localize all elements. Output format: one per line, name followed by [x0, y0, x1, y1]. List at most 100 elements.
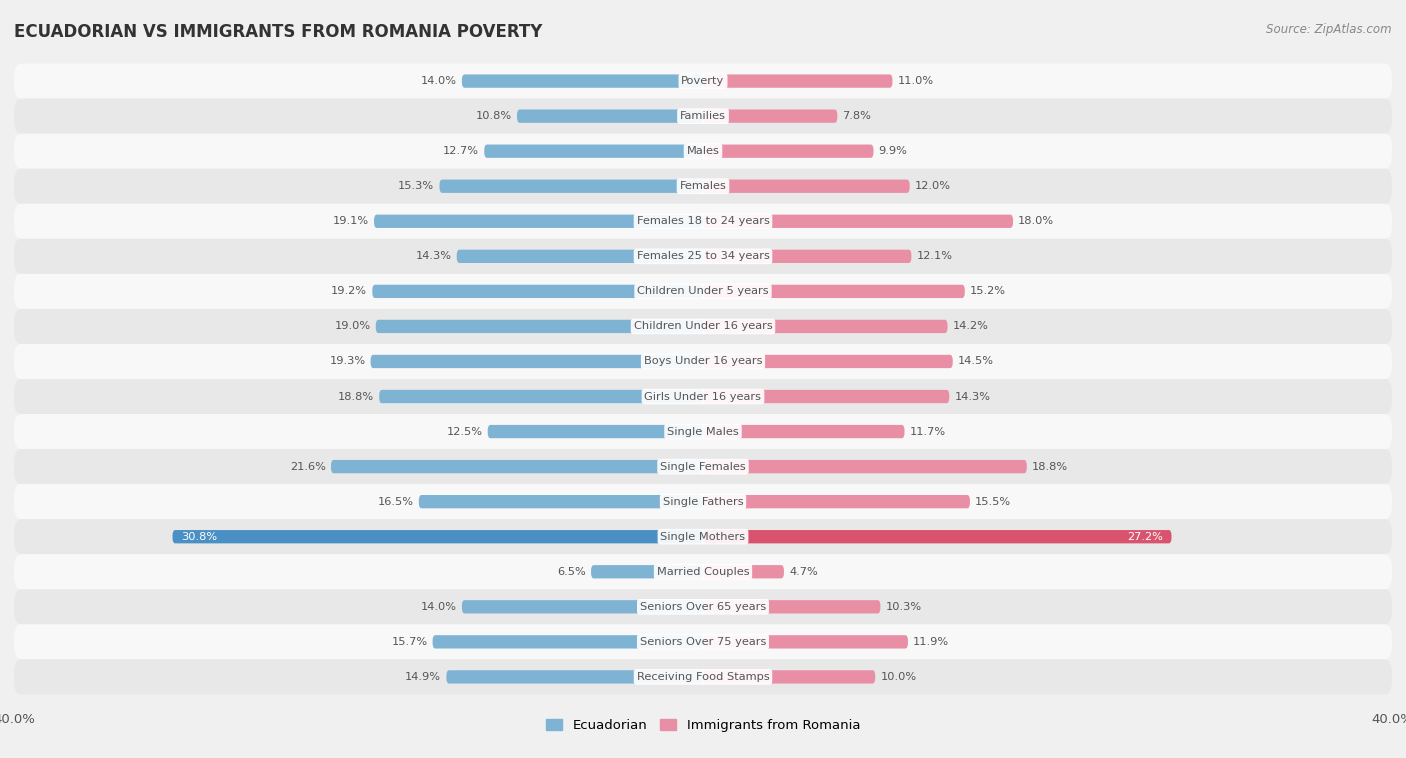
Text: 18.8%: 18.8% [337, 392, 374, 402]
Text: Single Males: Single Males [666, 427, 740, 437]
FancyBboxPatch shape [14, 169, 1392, 204]
FancyBboxPatch shape [488, 425, 703, 438]
FancyBboxPatch shape [14, 309, 1392, 344]
FancyBboxPatch shape [703, 109, 838, 123]
FancyBboxPatch shape [14, 625, 1392, 659]
Text: 11.0%: 11.0% [897, 76, 934, 86]
FancyBboxPatch shape [373, 285, 703, 298]
Text: Males: Males [686, 146, 720, 156]
FancyBboxPatch shape [703, 74, 893, 88]
FancyBboxPatch shape [461, 74, 703, 88]
FancyBboxPatch shape [703, 215, 1012, 228]
FancyBboxPatch shape [14, 519, 1392, 554]
Text: Females: Females [679, 181, 727, 191]
FancyBboxPatch shape [371, 355, 703, 368]
FancyBboxPatch shape [14, 133, 1392, 169]
FancyBboxPatch shape [703, 530, 1171, 543]
FancyBboxPatch shape [14, 274, 1392, 309]
Text: 14.2%: 14.2% [953, 321, 988, 331]
Text: Single Fathers: Single Fathers [662, 496, 744, 506]
FancyBboxPatch shape [703, 180, 910, 193]
Text: 15.7%: 15.7% [391, 637, 427, 647]
Text: 21.6%: 21.6% [290, 462, 326, 471]
FancyBboxPatch shape [433, 635, 703, 649]
Text: 11.7%: 11.7% [910, 427, 946, 437]
FancyBboxPatch shape [419, 495, 703, 509]
FancyBboxPatch shape [14, 484, 1392, 519]
FancyBboxPatch shape [446, 670, 703, 684]
Text: Females 18 to 24 years: Females 18 to 24 years [637, 216, 769, 227]
Text: 18.0%: 18.0% [1018, 216, 1054, 227]
Text: 7.8%: 7.8% [842, 111, 872, 121]
Text: 6.5%: 6.5% [557, 567, 586, 577]
FancyBboxPatch shape [591, 565, 703, 578]
FancyBboxPatch shape [703, 390, 949, 403]
FancyBboxPatch shape [374, 215, 703, 228]
Text: 14.0%: 14.0% [420, 602, 457, 612]
Text: 12.5%: 12.5% [447, 427, 482, 437]
Text: 14.0%: 14.0% [420, 76, 457, 86]
Text: 14.9%: 14.9% [405, 672, 441, 682]
Text: 10.8%: 10.8% [475, 111, 512, 121]
FancyBboxPatch shape [440, 180, 703, 193]
FancyBboxPatch shape [375, 320, 703, 333]
FancyBboxPatch shape [703, 600, 880, 613]
Text: Source: ZipAtlas.com: Source: ZipAtlas.com [1267, 23, 1392, 36]
FancyBboxPatch shape [517, 109, 703, 123]
Text: 15.5%: 15.5% [976, 496, 1011, 506]
FancyBboxPatch shape [14, 589, 1392, 625]
Text: Females 25 to 34 years: Females 25 to 34 years [637, 252, 769, 262]
FancyBboxPatch shape [14, 554, 1392, 589]
Legend: Ecuadorian, Immigrants from Romania: Ecuadorian, Immigrants from Romania [541, 714, 865, 738]
Text: 9.9%: 9.9% [879, 146, 907, 156]
Text: Married Couples: Married Couples [657, 567, 749, 577]
FancyBboxPatch shape [703, 249, 911, 263]
FancyBboxPatch shape [330, 460, 703, 473]
Text: Receiving Food Stamps: Receiving Food Stamps [637, 672, 769, 682]
FancyBboxPatch shape [14, 99, 1392, 133]
Text: Girls Under 16 years: Girls Under 16 years [644, 392, 762, 402]
FancyBboxPatch shape [703, 425, 904, 438]
Text: Single Females: Single Females [661, 462, 745, 471]
FancyBboxPatch shape [14, 659, 1392, 694]
Text: 27.2%: 27.2% [1128, 531, 1163, 542]
FancyBboxPatch shape [457, 249, 703, 263]
Text: 16.5%: 16.5% [378, 496, 413, 506]
FancyBboxPatch shape [703, 635, 908, 649]
FancyBboxPatch shape [703, 355, 953, 368]
Text: 30.8%: 30.8% [181, 531, 218, 542]
Text: 19.0%: 19.0% [335, 321, 371, 331]
Text: Boys Under 16 years: Boys Under 16 years [644, 356, 762, 366]
Text: Single Mothers: Single Mothers [661, 531, 745, 542]
FancyBboxPatch shape [703, 495, 970, 509]
Text: 15.3%: 15.3% [398, 181, 434, 191]
FancyBboxPatch shape [14, 204, 1392, 239]
FancyBboxPatch shape [14, 449, 1392, 484]
Text: Children Under 16 years: Children Under 16 years [634, 321, 772, 331]
Text: 15.2%: 15.2% [970, 287, 1005, 296]
Text: 19.3%: 19.3% [329, 356, 366, 366]
Text: 14.3%: 14.3% [416, 252, 451, 262]
FancyBboxPatch shape [173, 530, 703, 543]
FancyBboxPatch shape [461, 600, 703, 613]
Text: Poverty: Poverty [682, 76, 724, 86]
FancyBboxPatch shape [703, 565, 785, 578]
Text: 14.5%: 14.5% [957, 356, 994, 366]
FancyBboxPatch shape [703, 320, 948, 333]
FancyBboxPatch shape [703, 460, 1026, 473]
Text: 10.0%: 10.0% [880, 672, 917, 682]
Text: 4.7%: 4.7% [789, 567, 818, 577]
Text: 18.8%: 18.8% [1032, 462, 1069, 471]
FancyBboxPatch shape [703, 145, 873, 158]
Text: Families: Families [681, 111, 725, 121]
Text: Seniors Over 65 years: Seniors Over 65 years [640, 602, 766, 612]
Text: 14.3%: 14.3% [955, 392, 990, 402]
Text: 11.9%: 11.9% [912, 637, 949, 647]
FancyBboxPatch shape [484, 145, 703, 158]
FancyBboxPatch shape [14, 64, 1392, 99]
Text: ECUADORIAN VS IMMIGRANTS FROM ROMANIA POVERTY: ECUADORIAN VS IMMIGRANTS FROM ROMANIA PO… [14, 23, 543, 41]
Text: 19.2%: 19.2% [332, 287, 367, 296]
Text: 12.0%: 12.0% [915, 181, 950, 191]
Text: 12.1%: 12.1% [917, 252, 953, 262]
FancyBboxPatch shape [703, 285, 965, 298]
